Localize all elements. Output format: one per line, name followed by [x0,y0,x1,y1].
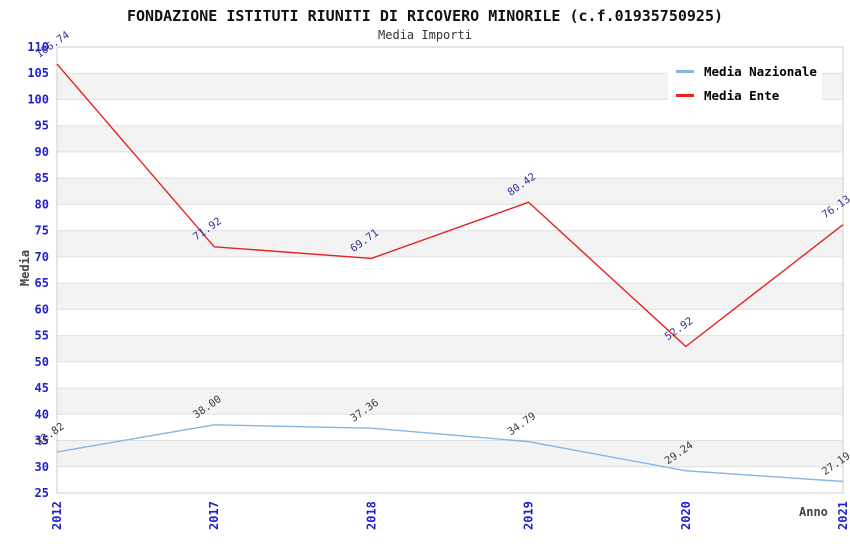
x-tick-label: 2021 [836,501,850,530]
y-tick-label: 45 [35,381,49,395]
series-line-media-nazionale [56,424,844,483]
y-tick-label: 105 [27,66,49,80]
legend-item-media-ente[interactable]: Media Ente [676,88,822,103]
y-tick-label: 90 [35,145,49,159]
plot-band [57,283,843,310]
plot-band [57,178,843,205]
y-tick-label: 70 [35,250,49,264]
legend-label-media-ente: Media Ente [704,88,780,103]
plot-band [57,466,843,493]
y-tick-label: 65 [35,276,49,290]
plot-band [57,204,843,231]
legend-swatch-media-ente-icon [676,94,694,97]
x-tick-label: 2018 [364,501,378,530]
legend-item-media-nazionale[interactable]: Media Nazionale [676,64,822,79]
chart-title: FONDAZIONE ISTITUTI RIUNITI DI RICOVERO … [126,7,724,25]
x-tick-label: 2012 [50,501,64,530]
y-tick-label: 95 [35,119,49,133]
y-tick-label: 60 [35,302,49,316]
plot-band [57,335,843,362]
y-tick-label: 55 [35,329,49,343]
x-axis-title: Anno [799,505,828,519]
y-tick-label: 30 [35,460,49,474]
x-tick-label: 2017 [207,501,221,530]
plot-band [57,361,843,389]
x-tick-label: 2020 [679,501,693,530]
y-tick-label: 25 [35,486,49,500]
plot-band [57,125,843,152]
plot-band [57,388,843,415]
plot-band [57,309,843,336]
legend: Media Nazionale Media Ente [668,55,822,113]
series-line-media-ente [56,63,844,348]
plot-band [57,230,843,257]
y-tick-label: 50 [35,355,49,369]
y-tick-label: 85 [35,171,49,185]
legend-swatch-media-nazionale-icon [676,70,694,73]
y-tick-label: 35 [35,434,49,448]
x-tick-label: 2019 [522,501,536,530]
y-tick-label: 100 [27,92,49,106]
legend-label-media-nazionale: Media Nazionale [704,64,817,79]
plot-border [56,46,844,494]
plot-band [57,151,843,179]
y-axis-title: Media [18,249,33,287]
y-tick-label: 40 [35,407,49,421]
chart-subtitle: Media Importi [378,28,472,42]
y-tick-label: 80 [35,197,49,211]
plot-band [57,414,843,441]
y-tick-label: 110 [27,40,49,54]
y-tick-label: 75 [35,224,49,238]
plot-band [57,256,843,284]
plot-band [57,440,843,467]
